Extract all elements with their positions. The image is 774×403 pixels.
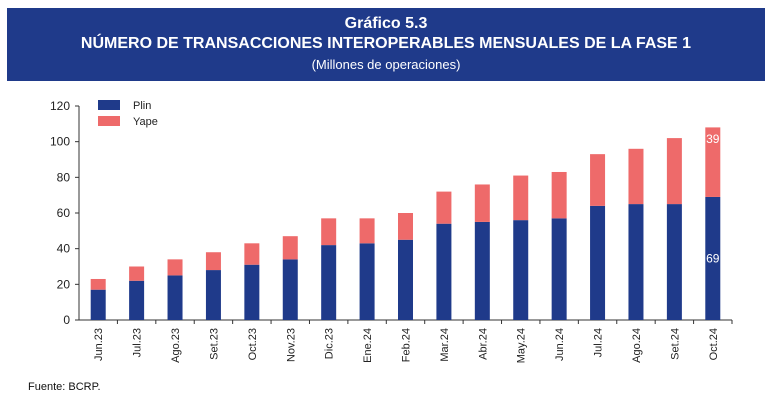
x-tick-label: Ago.24 [631,328,643,363]
x-tick-label: Jul.24 [593,328,605,357]
bar-yape [474,184,490,222]
x-tick-label: Set.23 [208,328,220,360]
bar-plin [551,218,567,320]
x-tick-label: May.24 [516,328,528,363]
chart-number: Gráfico 5.3 [344,15,428,32]
legend-label-plin: Plin [133,100,151,112]
bar-plin [282,259,298,320]
bar-yape [513,175,529,221]
x-tick-label: Set.24 [669,328,681,360]
bar-plin [590,205,606,320]
bar-plin [705,196,721,320]
legend-swatch-plin [98,100,120,110]
x-tick-label: Ago.23 [170,328,182,363]
bar-plin [398,239,413,320]
bar-yape [359,218,375,244]
bar-yape [436,191,452,224]
bar-plin [167,275,183,320]
bar-plin [436,223,452,320]
bar-plin [666,204,682,320]
bar-yape [551,171,567,219]
bar-yape [90,278,106,290]
bar-plin [359,243,375,320]
bar-plin [474,221,490,320]
bar-yape [167,259,183,276]
legend-label-yape: Yape [133,116,158,128]
x-tick-label: Oct.23 [247,328,259,360]
data-label-plin: 69 [706,251,720,265]
source-note: Fuente: BCRP. [28,381,101,393]
y-tick-label: 80 [57,170,71,184]
x-tick-label: Jul.23 [132,328,144,357]
bar-plin [628,204,644,320]
bar-plin [513,220,529,320]
bar-yape [590,154,606,206]
bar-yape [398,213,413,240]
bar-yape [666,138,682,205]
x-tick-label: Abr.24 [477,328,489,360]
bar-plin [321,245,337,320]
chart-title: NÚMERO DE TRANSACCIONES INTEROPERABLES M… [80,35,692,52]
x-tick-label: Mar.24 [439,328,451,362]
x-tick-label: Dic.23 [324,328,336,359]
bar-plin [244,264,260,320]
chart-subtitle: (Millones de operaciones) [311,57,461,72]
bar-yape [705,127,721,197]
x-tick-label: Nov.23 [285,328,297,362]
y-tick-label: 20 [57,277,71,291]
bar-yape [129,266,145,281]
y-tick-label: 40 [57,242,71,256]
x-tick-label: Jun.23 [93,328,105,361]
x-tick-label: Oct.24 [708,328,720,360]
y-tick-label: 100 [50,135,70,149]
x-tick-label: Ene.24 [362,328,374,363]
bar-plin [129,280,145,320]
bar-yape [244,243,260,265]
bar-yape [628,148,644,205]
bar-yape [321,218,337,246]
x-tick-label: Feb.24 [401,328,413,362]
bar-plin [90,289,106,320]
y-tick-label: 0 [63,313,70,327]
chart-header: Gráfico 5.3 NÚMERO DE TRANSACCIONES INTE… [7,8,765,81]
y-tick-label: 120 [50,99,70,113]
bar-yape [205,252,221,271]
bar-plin [205,270,221,320]
bar-yape [282,236,298,260]
x-tick-label: Jun.24 [554,328,566,361]
y-tick-label: 60 [57,206,71,220]
data-label-yape: 39 [706,132,720,146]
legend-swatch-yape [98,116,120,126]
